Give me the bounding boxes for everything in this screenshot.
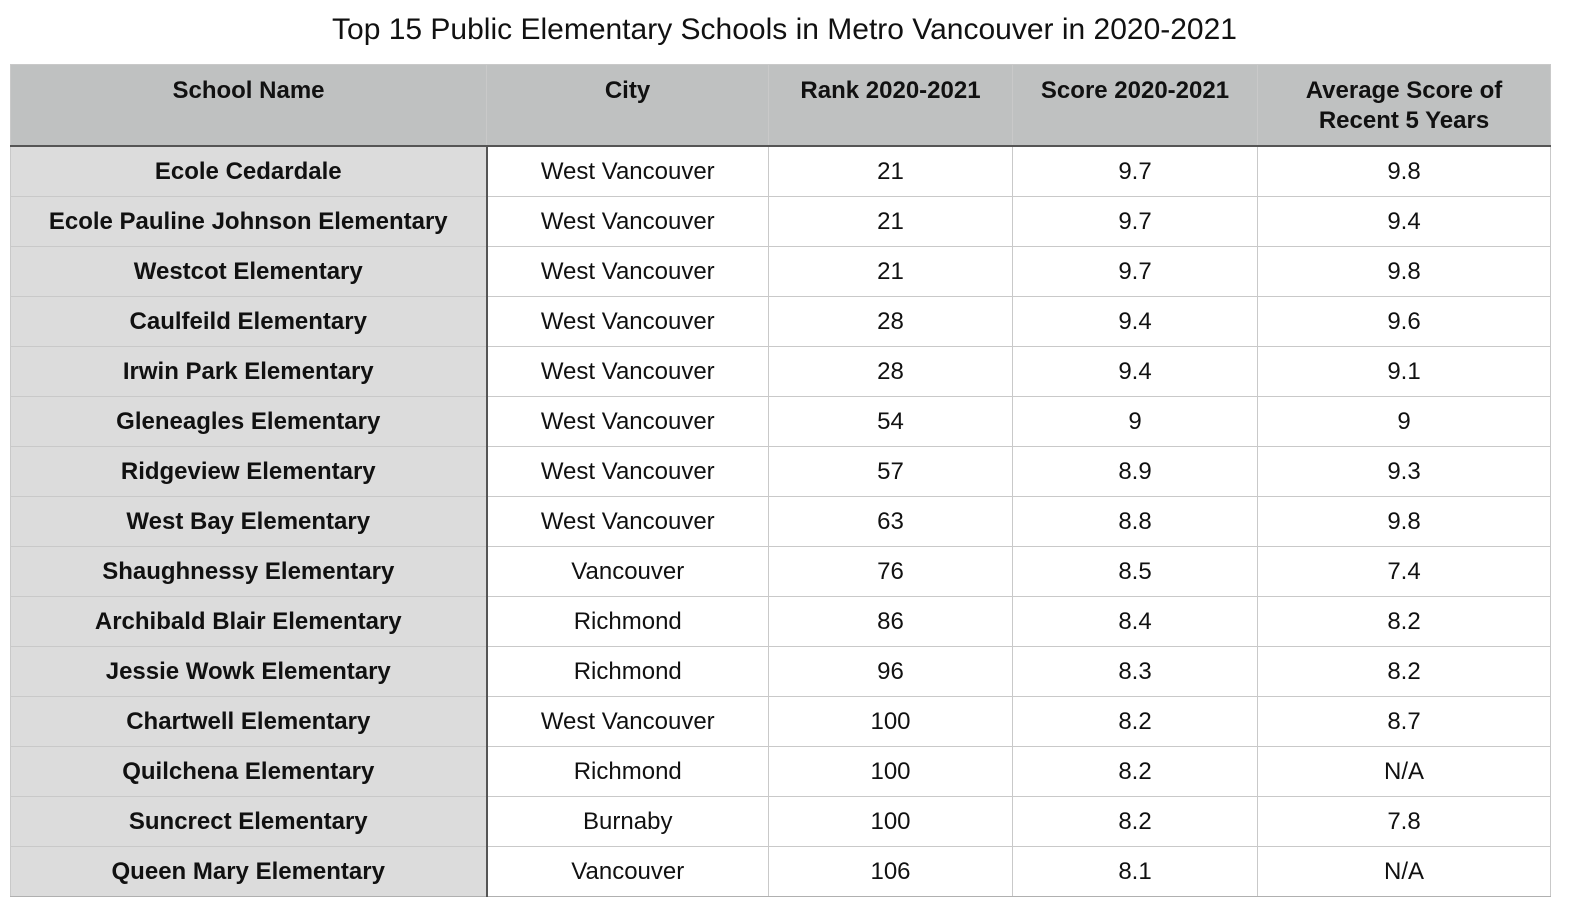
avg-score-cell: 8.2 <box>1257 646 1551 697</box>
rank-cell: 21 <box>768 196 1013 247</box>
school-name-cell: Suncrect Elementary <box>10 796 488 847</box>
score-cell: 8.4 <box>1012 596 1258 647</box>
avg-score-cell: 9.3 <box>1257 446 1551 497</box>
score-cell: 8.5 <box>1012 546 1258 597</box>
score-cell: 8.8 <box>1012 496 1258 547</box>
rank-cell: 28 <box>768 346 1013 397</box>
score-cell: 9.7 <box>1012 196 1258 247</box>
school-name-cell: Queen Mary Elementary <box>10 846 488 897</box>
school-name-cell: Irwin Park Elementary <box>10 346 488 397</box>
city-cell: West Vancouver <box>486 696 769 747</box>
school-name-cell: Westcot Elementary <box>10 246 488 297</box>
rank-cell: 28 <box>768 296 1013 347</box>
rank-cell: 57 <box>768 446 1013 497</box>
table-row: Jessie Wowk Elementary Richmond 96 8.3 8.2 <box>10 646 1551 697</box>
city-cell: West Vancouver <box>486 446 769 497</box>
column-header: School Name <box>10 64 487 147</box>
table-body: Ecole Cedardale West Vancouver 21 9.7 9.8 Eco… <box>10 145 1551 897</box>
table-row: Quilchena Elementary Richmond 100 8.2 N/A <box>10 746 1551 797</box>
avg-score-cell: N/A <box>1257 746 1551 797</box>
table-row: Chartwell Elementary West Vancouver 100 8.2… <box>10 696 1551 747</box>
header-row: School Name City Rank 2020-2021 Score 20… <box>10 64 1551 147</box>
score-cell: 9.4 <box>1012 296 1258 347</box>
score-cell: 8.2 <box>1012 746 1258 797</box>
table-row: Ecole Cedardale West Vancouver 21 9.7 9.8 <box>10 145 1551 197</box>
rank-cell: 100 <box>768 696 1013 747</box>
score-cell: 8.2 <box>1012 796 1258 847</box>
avg-score-cell: 8.7 <box>1257 696 1551 747</box>
score-cell: 8.9 <box>1012 446 1258 497</box>
city-cell: West Vancouver <box>486 496 769 547</box>
rank-cell: 21 <box>768 246 1013 297</box>
city-cell: West Vancouver <box>486 396 769 447</box>
city-cell: West Vancouver <box>486 346 769 397</box>
avg-score-cell: 8.2 <box>1257 596 1551 647</box>
rank-cell: 100 <box>768 796 1013 847</box>
school-name-cell: Ecole Cedardale <box>10 145 488 197</box>
school-name-cell: Chartwell Elementary <box>10 696 488 747</box>
table-row: Archibald Blair Elementary Richmond 86 8.4 8… <box>10 596 1551 647</box>
city-cell: Burnaby <box>486 796 769 847</box>
school-name-cell: Archibald Blair Elementary <box>10 596 488 647</box>
table-row: Shaughnessy Elementary Vancouver 76 8.5 7.4 <box>10 546 1551 597</box>
rank-cell: 54 <box>768 396 1013 447</box>
school-name-cell: Gleneagles Elementary <box>10 396 488 447</box>
city-cell: Richmond <box>486 646 769 697</box>
school-name-cell: Shaughnessy Elementary <box>10 546 488 597</box>
column-header: Average Score of Recent 5 Years <box>1257 64 1551 147</box>
school-name-cell: Quilchena Elementary <box>10 746 488 797</box>
avg-score-cell: 9 <box>1257 396 1551 447</box>
avg-score-cell: 9.8 <box>1257 246 1551 297</box>
city-cell: West Vancouver <box>486 246 769 297</box>
table-row: Irwin Park Elementary West Vancouver 28 9.4… <box>10 346 1551 397</box>
table-title: Top 15 Public Elementary Schools in Metr… <box>332 13 1237 46</box>
score-cell: 9.7 <box>1012 246 1258 297</box>
city-cell: West Vancouver <box>486 296 769 347</box>
table-row: Ecole Pauline Johnson Elementary West Van… <box>10 196 1551 247</box>
avg-score-cell: 7.8 <box>1257 796 1551 847</box>
city-cell: West Vancouver <box>486 145 769 197</box>
table-row: Westcot Elementary West Vancouver 21 9.7 9.8 <box>10 246 1551 297</box>
city-cell: Vancouver <box>486 846 769 897</box>
avg-score-cell: N/A <box>1257 846 1551 897</box>
city-cell: Vancouver <box>486 546 769 597</box>
table-row: Suncrect Elementary Burnaby 100 8.2 7.8 <box>10 796 1551 847</box>
school-name-cell: Jessie Wowk Elementary <box>10 646 488 697</box>
column-header: Rank 2020-2021 <box>768 64 1013 147</box>
score-cell: 8.2 <box>1012 696 1258 747</box>
table-row: Ridgeview Elementary West Vancouver 57 8.9 9… <box>10 446 1551 497</box>
avg-score-cell: 9.8 <box>1257 145 1551 197</box>
avg-score-cell: 9.8 <box>1257 496 1551 547</box>
school-name-cell: Caulfeild Elementary <box>10 296 488 347</box>
score-cell: 9.4 <box>1012 346 1258 397</box>
rank-cell: 21 <box>768 145 1013 197</box>
avg-score-cell: 9.4 <box>1257 196 1551 247</box>
score-cell: 9.7 <box>1012 145 1258 197</box>
table-row: Queen Mary Elementary Vancouver 106 8.1 N/A <box>10 846 1551 897</box>
rank-cell: 76 <box>768 546 1013 597</box>
rank-cell: 106 <box>768 846 1013 897</box>
column-header: Score 2020-2021 <box>1012 64 1258 147</box>
table-row: Gleneagles Elementary West Vancouver 54 9 9 <box>10 396 1551 447</box>
score-cell: 9 <box>1012 396 1258 447</box>
score-cell: 8.3 <box>1012 646 1258 697</box>
city-cell: Richmond <box>486 746 769 797</box>
city-cell: West Vancouver <box>486 196 769 247</box>
column-header: City <box>486 64 769 147</box>
rank-cell: 96 <box>768 646 1013 697</box>
schools-table: School Name City Rank 2020-2021 Score 20… <box>10 64 1551 897</box>
table-row: West Bay Elementary West Vancouver 63 8.8 9.… <box>10 496 1551 547</box>
school-name-cell: Ridgeview Elementary <box>10 446 488 497</box>
avg-score-cell: 9.6 <box>1257 296 1551 347</box>
table-row: Caulfeild Elementary West Vancouver 28 9.4 9… <box>10 296 1551 347</box>
school-name-cell: Ecole Pauline Johnson Elementary <box>10 196 488 247</box>
avg-score-cell: 9.1 <box>1257 346 1551 397</box>
city-cell: Richmond <box>486 596 769 647</box>
score-cell: 8.1 <box>1012 846 1258 897</box>
rank-cell: 86 <box>768 596 1013 647</box>
rank-cell: 63 <box>768 496 1013 547</box>
rank-cell: 100 <box>768 746 1013 797</box>
school-name-cell: West Bay Elementary <box>10 496 488 547</box>
avg-score-cell: 7.4 <box>1257 546 1551 597</box>
